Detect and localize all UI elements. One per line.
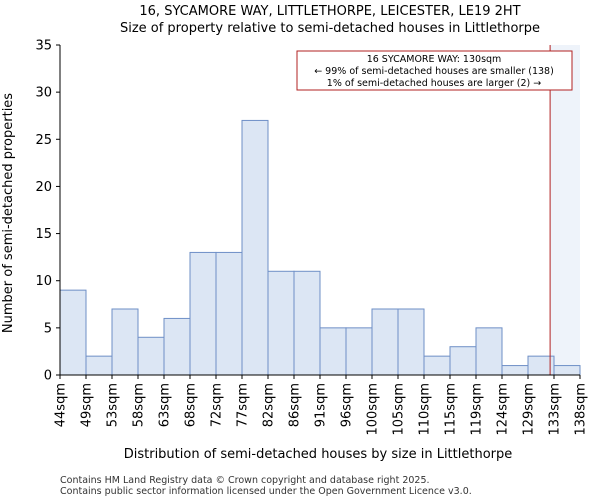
bar-96sqm	[345, 327, 373, 376]
y-tick-label: 30	[35, 86, 52, 101]
chart-title-line1: 16, SYCAMORE WAY, LITTLETHORPE, LEICESTE…	[139, 4, 520, 19]
annotation-frame	[296, 50, 573, 91]
bars-layer	[59, 119, 581, 376]
x-tick-label: 44sqm	[54, 383, 69, 427]
annotation-line3: 1% of semi-detached houses are larger (2…	[327, 78, 541, 89]
x-axis-label: Distribution of semi-detached houses by …	[124, 447, 513, 462]
bar-77sqm	[241, 119, 269, 376]
y-tick-label: 20	[35, 180, 52, 195]
bar-49sqm	[85, 355, 113, 376]
footer-line1: Contains HM Land Registry data © Crown c…	[60, 475, 430, 486]
bar-86sqm	[293, 270, 321, 376]
bar-58sqm	[137, 336, 165, 376]
x-tick-label: 91sqm	[314, 383, 329, 427]
x-tick-label: 119sqm	[470, 383, 485, 436]
x-tick-label: 53sqm	[106, 383, 121, 427]
x-tick-label: 115sqm	[444, 383, 459, 436]
bar-124sqm	[501, 365, 529, 376]
x-tick-label: 82sqm	[262, 383, 277, 427]
bar-82sqm	[267, 270, 295, 376]
x-tick-label: 124sqm	[496, 383, 511, 436]
x-tick-label: 133sqm	[548, 383, 563, 436]
y-axis-label: Number of semi-detached properties	[1, 93, 16, 333]
bar-115sqm	[449, 346, 477, 376]
bar-68sqm	[189, 251, 217, 376]
x-tick-label: 100sqm	[366, 383, 381, 436]
x-tick-label: 110sqm	[418, 383, 433, 436]
y-tick-label: 10	[35, 274, 52, 289]
bar-100sqm	[371, 308, 399, 376]
bar-63sqm	[163, 317, 191, 376]
x-tick-label: 72sqm	[210, 383, 225, 427]
bar-133sqm	[553, 365, 581, 376]
x-tick-label: 96sqm	[340, 383, 355, 427]
x-tick-label: 68sqm	[184, 383, 199, 427]
annotation-box: 16 SYCAMORE WAY: 130sqm ← 99% of semi-de…	[296, 50, 573, 91]
x-tick-label: 49sqm	[80, 383, 95, 427]
y-tick-label: 15	[35, 227, 52, 242]
y-tick-label: 25	[35, 133, 52, 148]
annotation-line1: 16 SYCAMORE WAY: 130sqm	[367, 54, 502, 65]
larger-region-highlight	[550, 45, 580, 375]
footer-line2: Contains public sector information licen…	[60, 486, 472, 497]
x-tick-label: 58sqm	[132, 383, 147, 427]
x-ticks: 44sqm 49sqm 53sqm 58sqm 63sqm 68sqm 72sqm 77sqm…	[54, 375, 589, 436]
bar-91sqm	[319, 327, 347, 376]
x-tick-label: 63sqm	[158, 383, 173, 427]
bar-72sqm	[215, 251, 243, 376]
bar-119sqm	[475, 327, 503, 376]
x-tick-label: 77sqm	[236, 383, 251, 427]
annotation-line2: ← 99% of semi-detached houses are smalle…	[314, 66, 554, 77]
x-tick-label: 138sqm	[574, 383, 589, 436]
bar-105sqm	[397, 308, 425, 376]
y-ticks: 0 5 10 15 20 25 30 35	[35, 39, 60, 384]
x-tick-label: 86sqm	[288, 383, 303, 427]
bar-53sqm	[111, 308, 139, 376]
y-tick-label: 35	[35, 39, 52, 54]
x-tick-label: 105sqm	[392, 383, 407, 436]
x-tick-label: 129sqm	[522, 383, 537, 436]
chart-title-line2: Size of property relative to semi-detach…	[120, 21, 540, 36]
highlight-region-layer	[550, 45, 580, 375]
bar-110sqm	[423, 355, 451, 376]
bar-44sqm	[59, 289, 87, 376]
y-tick-label: 0	[44, 369, 52, 384]
y-tick-label: 5	[44, 321, 52, 336]
